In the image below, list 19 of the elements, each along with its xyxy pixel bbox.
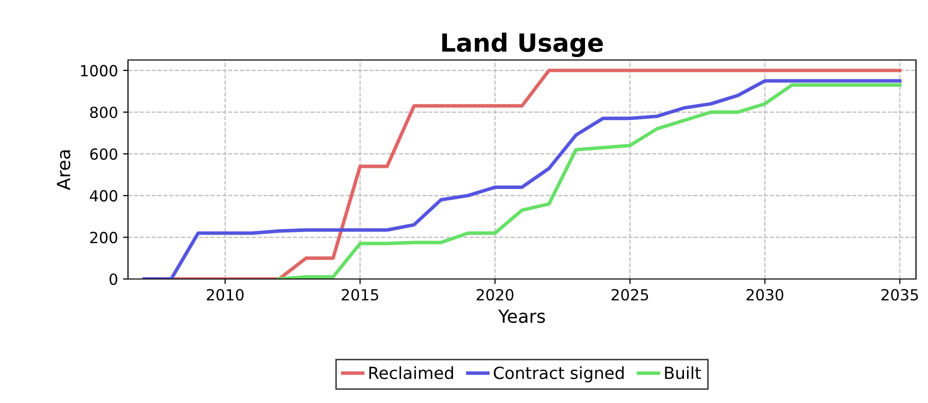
legend-label: Reclaimed xyxy=(369,366,454,380)
chart-title: Land Usage xyxy=(442,32,603,58)
y-tick-label: 0 xyxy=(110,273,118,286)
y-axis-title: Area xyxy=(56,150,70,190)
x-tick-label: 2010 xyxy=(206,288,244,301)
y-tick-label: 1000 xyxy=(81,64,118,76)
line-series xyxy=(277,83,902,279)
x-axis-title: Years xyxy=(498,310,545,324)
x-tick-label: 2020 xyxy=(476,288,514,301)
y-tick-label: 400 xyxy=(90,190,118,202)
x-tick-label: 2030 xyxy=(746,288,784,301)
x-tick-label: 2015 xyxy=(342,288,378,301)
y-tick-label: 800 xyxy=(90,106,118,118)
legend-label: Contract signed xyxy=(494,366,624,382)
legend-label: Built xyxy=(665,366,701,380)
x-tick-label: 2035 xyxy=(881,288,918,301)
y-tick-label: 600 xyxy=(90,148,118,160)
x-tick-label: 2025 xyxy=(612,288,648,301)
y-tick-label: 200 xyxy=(90,232,118,244)
